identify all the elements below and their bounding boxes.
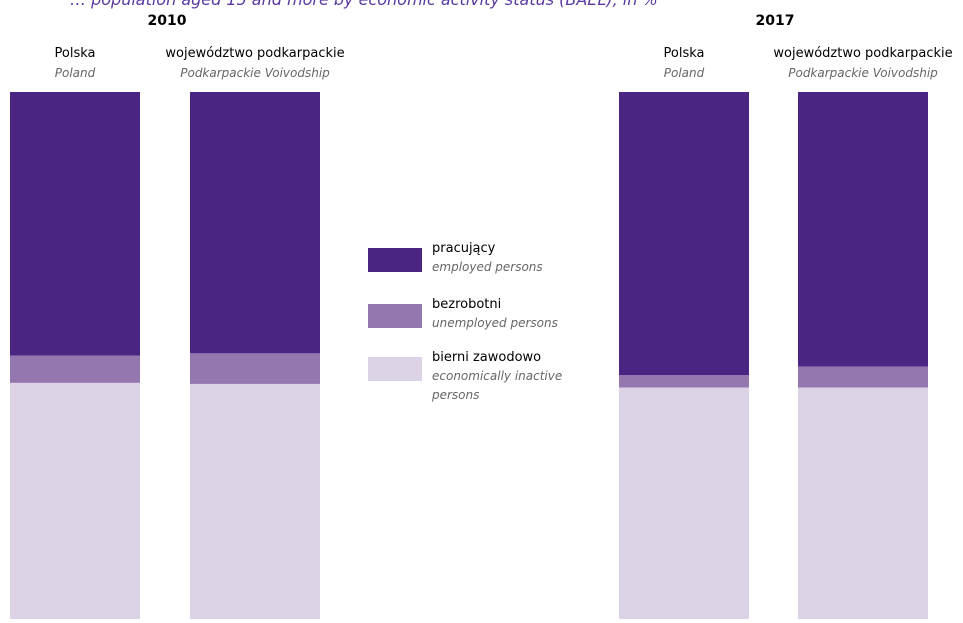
legend-swatch-employed <box>368 248 422 272</box>
year-label-2017: 2017 <box>756 13 795 29</box>
bar-segment-unemployed-2017-poland <box>619 374 749 388</box>
bar-label-pl: województwo podkarpackie <box>773 46 952 61</box>
bar-segment-employed-2010-podkarpackie <box>190 92 320 354</box>
year-label-2010: 2010 <box>148 13 187 29</box>
bar-segment-inactive-2017-podkarpackie <box>798 387 928 619</box>
bar-segment-unemployed-2010-podkarpackie <box>190 353 320 384</box>
legend-label-pl-inactive: bierni zawodowo <box>432 350 541 365</box>
bar-label-en: Podkarpackie Voivodship <box>180 66 330 80</box>
bar-label-en: Podkarpackie Voivodship <box>788 66 938 80</box>
bar-segment-unemployed-2017-podkarpackie <box>798 366 928 388</box>
bar-label-pl: Polska <box>55 46 96 61</box>
chart-title: … population aged 15 and more by economi… <box>70 0 658 9</box>
legend-label-en-employed: employed persons <box>432 260 543 274</box>
bar-segment-inactive-2010-poland <box>10 382 140 619</box>
legend: pracujący employed persons bezrobotni unemp… <box>368 241 562 402</box>
bar-segment-inactive-2010-podkarpackie <box>190 383 320 619</box>
bar-label-pl: województwo podkarpackie <box>165 46 344 61</box>
legend-label-en-inactive: economically inactive <box>432 369 562 383</box>
bar-label-en: Poland <box>55 66 96 80</box>
legend-label-pl-employed: pracujący <box>432 241 496 256</box>
bar-segment-employed-2017-poland <box>619 92 749 375</box>
legend-label-en-unemployed: unemployed persons <box>432 316 558 330</box>
bar-segment-unemployed-2010-poland <box>10 355 140 383</box>
bar-label-pl: Polska <box>664 46 705 61</box>
bar-segment-employed-2017-podkarpackie <box>798 92 928 367</box>
bar-segment-employed-2010-poland <box>10 92 140 356</box>
legend-label-pl-unemployed: bezrobotni <box>432 297 501 312</box>
legend-swatch-unemployed <box>368 304 422 328</box>
bar-segment-inactive-2017-poland <box>619 387 749 619</box>
bar-label-en: Poland <box>664 66 705 80</box>
legend-label-en-inactive: persons <box>431 388 479 402</box>
legend-swatch-inactive <box>368 357 422 381</box>
